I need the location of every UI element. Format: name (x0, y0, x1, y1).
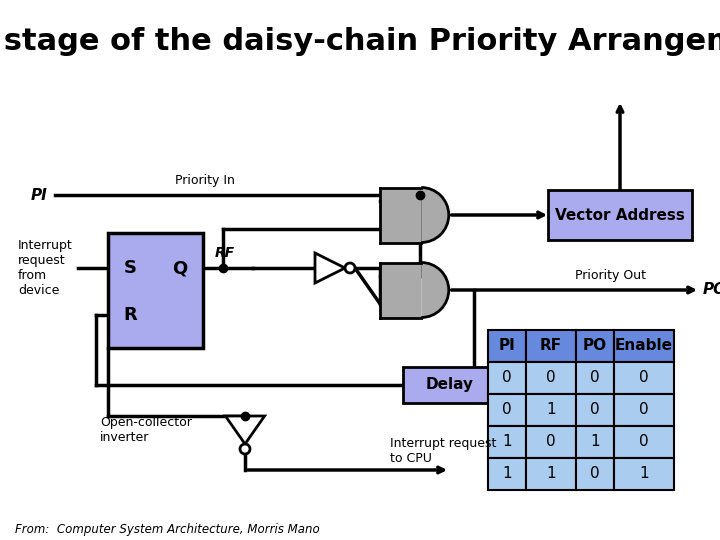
Text: Vector Address: Vector Address (555, 207, 685, 222)
Text: PO: PO (703, 282, 720, 298)
Polygon shape (380, 187, 421, 242)
Text: Q: Q (172, 259, 188, 277)
Text: S: S (124, 259, 137, 277)
Text: Priority In: Priority In (175, 174, 235, 187)
Text: 0: 0 (502, 402, 512, 417)
FancyBboxPatch shape (488, 362, 526, 394)
Polygon shape (380, 262, 421, 318)
Text: RF: RF (215, 246, 235, 260)
Text: 0: 0 (590, 370, 600, 386)
FancyBboxPatch shape (614, 330, 674, 362)
FancyBboxPatch shape (526, 362, 576, 394)
Text: 1: 1 (546, 402, 556, 417)
FancyBboxPatch shape (576, 330, 614, 362)
Text: 0: 0 (639, 435, 649, 449)
Polygon shape (225, 416, 265, 444)
FancyBboxPatch shape (614, 458, 674, 490)
Text: 0: 0 (502, 370, 512, 386)
Text: Interrupt
request
from
device: Interrupt request from device (18, 239, 73, 297)
Text: PI: PI (499, 339, 516, 354)
Circle shape (240, 444, 250, 454)
Text: PO: PO (583, 339, 607, 354)
FancyBboxPatch shape (576, 458, 614, 490)
Wedge shape (421, 262, 449, 318)
Text: One stage of the daisy-chain Priority Arrangement: One stage of the daisy-chain Priority Ar… (0, 28, 720, 57)
Wedge shape (421, 187, 449, 242)
FancyBboxPatch shape (488, 426, 526, 458)
Text: PI: PI (30, 187, 47, 202)
Text: 1: 1 (639, 467, 649, 482)
FancyBboxPatch shape (526, 426, 576, 458)
Text: Priority Out: Priority Out (575, 269, 646, 282)
FancyBboxPatch shape (614, 426, 674, 458)
Polygon shape (315, 253, 345, 283)
Text: Delay: Delay (426, 377, 474, 393)
Text: R: R (123, 306, 137, 324)
FancyBboxPatch shape (576, 426, 614, 458)
Text: RF: RF (540, 339, 562, 354)
FancyBboxPatch shape (403, 367, 497, 403)
Text: 1: 1 (590, 435, 600, 449)
FancyBboxPatch shape (526, 458, 576, 490)
Circle shape (345, 263, 355, 273)
Text: 1: 1 (502, 467, 512, 482)
Text: 0: 0 (639, 370, 649, 386)
Text: From:  Computer System Architecture, Morris Mano: From: Computer System Architecture, Morr… (15, 523, 320, 537)
Text: 1: 1 (546, 467, 556, 482)
FancyBboxPatch shape (576, 362, 614, 394)
Text: Open-collector
inverter: Open-collector inverter (100, 416, 192, 444)
Text: Interrupt request
to CPU: Interrupt request to CPU (390, 437, 496, 465)
Text: Enable: Enable (615, 339, 673, 354)
Text: 1: 1 (502, 435, 512, 449)
FancyBboxPatch shape (548, 190, 692, 240)
FancyBboxPatch shape (488, 394, 526, 426)
FancyBboxPatch shape (107, 233, 202, 348)
FancyBboxPatch shape (488, 330, 526, 362)
FancyBboxPatch shape (526, 330, 576, 362)
Text: 0: 0 (546, 370, 556, 386)
FancyBboxPatch shape (526, 394, 576, 426)
Text: 0: 0 (590, 402, 600, 417)
Text: 0: 0 (590, 467, 600, 482)
FancyBboxPatch shape (488, 458, 526, 490)
Text: 0: 0 (639, 402, 649, 417)
FancyBboxPatch shape (614, 362, 674, 394)
Text: 0: 0 (546, 435, 556, 449)
FancyBboxPatch shape (576, 394, 614, 426)
FancyBboxPatch shape (614, 394, 674, 426)
